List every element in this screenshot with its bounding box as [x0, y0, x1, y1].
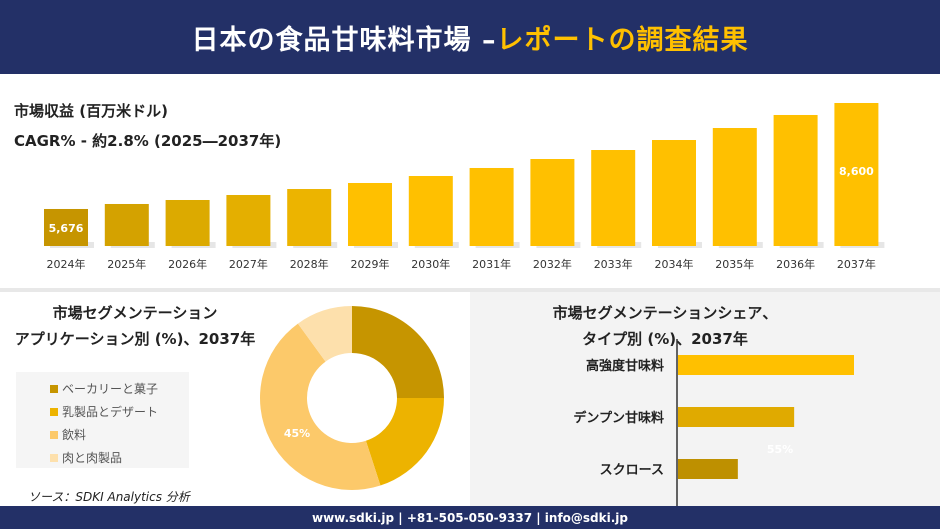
data-label: 8,600 [839, 165, 874, 178]
hbar-title: 市場セグメンテーションシェア、 タイプ別 (%)、2037年 [540, 300, 790, 352]
donut-title-line1: 市場セグメンテーション [52, 304, 218, 322]
donut-title: 市場セグメンテーションアプリケーション別 (%)、2037年 [0, 300, 270, 352]
hbar-title-line1: 市場セグメンテーションシェア、 [552, 304, 778, 322]
x-tick-label: 2025年 [107, 257, 146, 271]
legend-label: 飲料 [62, 428, 87, 442]
x-tick-label: 2031年 [472, 257, 511, 271]
revenue-label: 市場収益 (百万米ドル) [14, 102, 168, 120]
legend-swatch [50, 453, 58, 462]
y-tick-label: スクロース [600, 463, 664, 478]
bar-2031年 [469, 167, 514, 246]
annotation: 55% [767, 443, 793, 456]
donut-slice-乳製品とデザート [365, 398, 444, 486]
legend-item: 肉と肉製品 [50, 446, 189, 469]
bar-2036年 [773, 114, 818, 247]
bar-2026年 [165, 199, 210, 246]
application-segment-panel: 市場セグメンテーションアプリケーション別 (%)、2037年 ベーカリーと菓子乳… [0, 292, 468, 506]
bar-2027年 [226, 194, 271, 246]
legend-swatch [50, 430, 58, 439]
x-tick-label: 2026年 [168, 257, 207, 271]
footer-contact: www.sdki.jp | +81-505-050-9337 | info@sd… [0, 506, 940, 529]
data-label: 5,676 [49, 222, 84, 235]
type-segment-panel: 市場セグメンテーションシェア、 タイプ別 (%)、2037年 高強度甘味料デンプン… [470, 292, 940, 506]
title-accent: レポートの調査結果 [496, 24, 749, 56]
revenue-section: 市場収益 (百万米ドル) CAGR% - 約2.8% (2025―2037年) … [0, 74, 940, 288]
page-title: 日本の食品甘味料市場 – レポートの調査結果 [0, 0, 940, 74]
data-label: 45% [284, 427, 310, 440]
bar-2032年 [530, 159, 575, 246]
legend-item: ベーカリーと菓子 [50, 377, 189, 400]
bar-2028年 [287, 189, 332, 246]
bar-2025年 [104, 203, 149, 246]
divider [0, 288, 940, 292]
x-tick-label: 2029年 [351, 257, 390, 271]
legend-item: 乳製品とデザート [50, 400, 189, 423]
x-tick-label: 2036年 [776, 257, 815, 271]
bar-高強度甘味料 [678, 355, 854, 375]
x-tick-label: 2033年 [594, 257, 633, 271]
donut-legend: ベーカリーと菓子 乳製品とデザート 飲料肉と肉製品 [16, 372, 189, 468]
x-tick-label: 2035年 [715, 257, 754, 271]
bar-2035年 [712, 128, 757, 246]
cagr-label: CAGR% - 約2.8% (2025―2037年) [14, 132, 282, 150]
title-main: 日本の食品甘味料市場 – [191, 24, 497, 56]
x-tick-label: 2032年 [533, 257, 572, 271]
bar-2024年 [44, 208, 88, 246]
legend-label: 肉と肉製品 [62, 451, 123, 465]
bar-2034年 [652, 140, 696, 246]
legend-swatch [50, 407, 58, 416]
bar-スクロース [678, 459, 738, 479]
x-tick-label: 2030年 [411, 257, 450, 271]
x-tick-label: 2028年 [290, 257, 329, 271]
donut-slice-飲料 [260, 323, 381, 490]
x-tick-label: 2034年 [655, 257, 694, 271]
bar-2029年 [348, 182, 392, 246]
bar-2033年 [591, 150, 636, 246]
legend-label: 乳製品とデザート [62, 405, 159, 419]
donut-slice-肉と肉製品 [297, 306, 352, 362]
x-tick-label: 2027年 [229, 257, 268, 271]
legend-swatch [50, 384, 58, 393]
donut-chart: 45% [260, 306, 444, 490]
source-note: ソース：SDKI Analytics 分析 [28, 490, 190, 504]
legend-label: ベーカリーと菓子 [62, 382, 159, 396]
donut-slice-ベーカリーと菓子 [352, 306, 444, 398]
y-tick-label: 高強度甘味料 [586, 358, 664, 374]
legend-item: 飲料 [50, 423, 189, 446]
bar-デンプン甘味料 [678, 407, 795, 427]
revenue-bar-chart: 2024年 5,676 2025年 2026年 2027年 2028年 2029年 2030年… [44, 102, 885, 271]
hbar-title-line2: タイプ別 (%)、2037年 [582, 330, 748, 348]
bar-2030年 [408, 176, 453, 246]
x-tick-label: 2024年 [47, 257, 86, 271]
donut-title-line2: アプリケーション別 (%)、2037年 [14, 330, 256, 348]
bar-2037年 [834, 102, 879, 247]
x-tick-label: 2037年 [837, 257, 876, 271]
y-tick-label: デンプン甘味料 [573, 410, 664, 426]
